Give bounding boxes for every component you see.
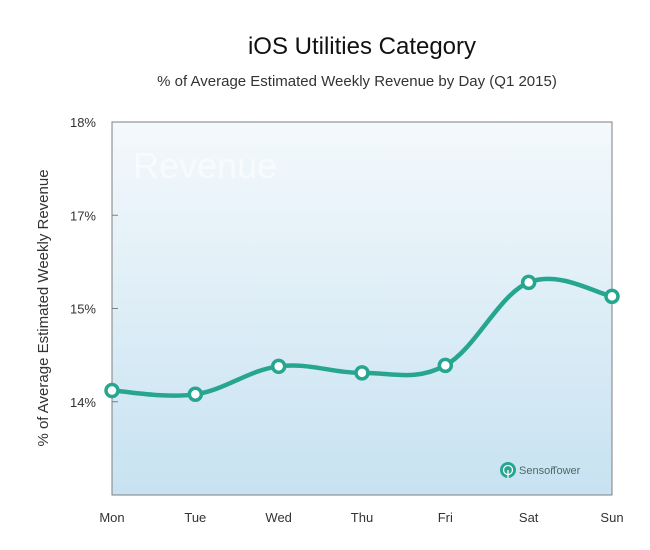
x-tick-label: Sat — [519, 510, 539, 525]
chart-subtitle: % of Average Estimated Weekly Revenue by… — [157, 73, 557, 90]
data-point-thu — [354, 365, 370, 381]
x-tick-label: Wed — [265, 510, 292, 525]
sensor-tower-logo: Sensor Tower — [500, 462, 581, 478]
x-axis-ticks: Mon Tue Wed Thu Fri Sat Sun — [99, 510, 623, 525]
y-tick-label: 15% — [70, 302, 96, 317]
data-point-tue — [187, 386, 204, 403]
data-point-fri — [437, 357, 454, 374]
series-revenue — [104, 274, 620, 403]
brand-name-tower: Tower — [551, 465, 581, 477]
brand-name-sensor: Sensor — [519, 465, 554, 477]
y-tick-label: 14% — [70, 395, 96, 410]
x-tick-label: Tue — [184, 510, 206, 525]
plot-area — [111, 121, 613, 496]
x-tick-label: Mon — [99, 510, 124, 525]
data-point-wed — [270, 358, 287, 375]
x-tick-label: Thu — [351, 510, 373, 525]
x-tick-label: Sun — [600, 510, 623, 525]
data-point-mon — [104, 382, 120, 399]
y-axis-ticks: 14% 15% 17% 18% — [70, 115, 118, 410]
y-tick-label: 17% — [70, 208, 96, 223]
y-tick-label: 18% — [70, 115, 96, 130]
data-point-sat — [520, 274, 537, 291]
y-axis-label: % of Average Estimated Weekly Revenue — [35, 169, 52, 446]
watermark-text: Revenue — [133, 145, 277, 186]
chart-title: iOS Utilities Category — [248, 33, 476, 60]
x-tick-label: Fri — [438, 510, 453, 525]
data-point-sun — [604, 288, 620, 305]
